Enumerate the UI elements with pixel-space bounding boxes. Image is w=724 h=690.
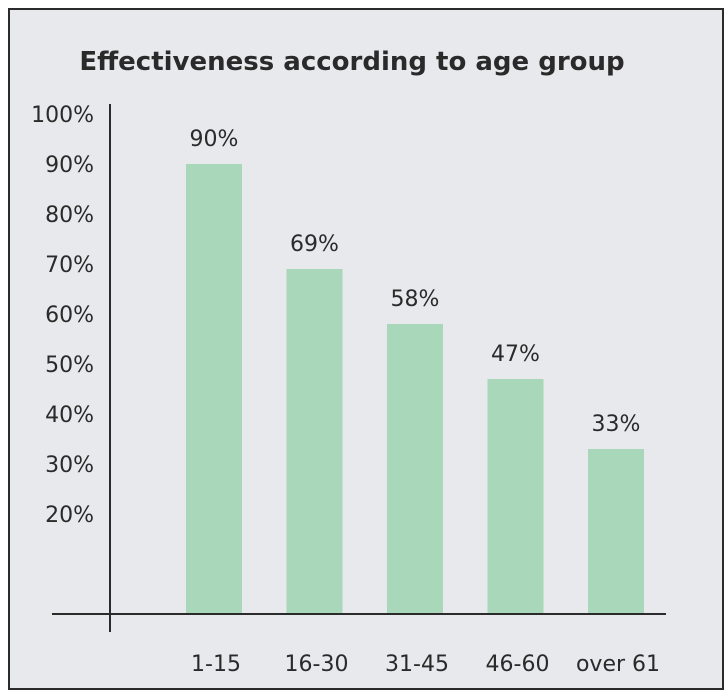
y-tick-label: 40% [45, 403, 94, 428]
x-axis: 1-15 16-30 31-45 46-60 over 61 [52, 613, 666, 677]
x-tick-label: over 61 [576, 652, 660, 677]
data-label: 69% [290, 232, 339, 257]
y-tick-label: 30% [45, 453, 94, 478]
x-tick-label: 16-30 [285, 652, 349, 677]
bar [588, 449, 644, 614]
y-tick-label: 90% [45, 153, 94, 178]
data-label: 47% [491, 342, 540, 367]
x-tick-label: 1-15 [191, 652, 241, 677]
data-label: 33% [592, 412, 641, 437]
data-label: 58% [391, 287, 440, 312]
y-axis: 20% 30% 40% 50% 60% 70% 80% 90% 100% [31, 103, 111, 632]
y-tick-label: 60% [45, 303, 94, 328]
y-tick-label: 50% [45, 353, 94, 378]
x-tick-label: 31-45 [385, 652, 449, 677]
y-tick-label: 20% [45, 503, 94, 528]
bar [286, 269, 343, 614]
data-labels: 90% 69% 58% 47% 33% [190, 127, 641, 437]
bars [186, 164, 644, 614]
bar [487, 379, 544, 614]
x-tick-label: 46-60 [486, 652, 550, 677]
y-tick-label: 80% [45, 203, 94, 228]
y-tick-label: 70% [45, 253, 94, 278]
bar [186, 164, 242, 614]
chart-title: Effectiveness according to age group [79, 47, 624, 77]
bar [387, 324, 443, 614]
data-label: 90% [190, 127, 239, 152]
y-tick-label: 100% [31, 103, 94, 128]
